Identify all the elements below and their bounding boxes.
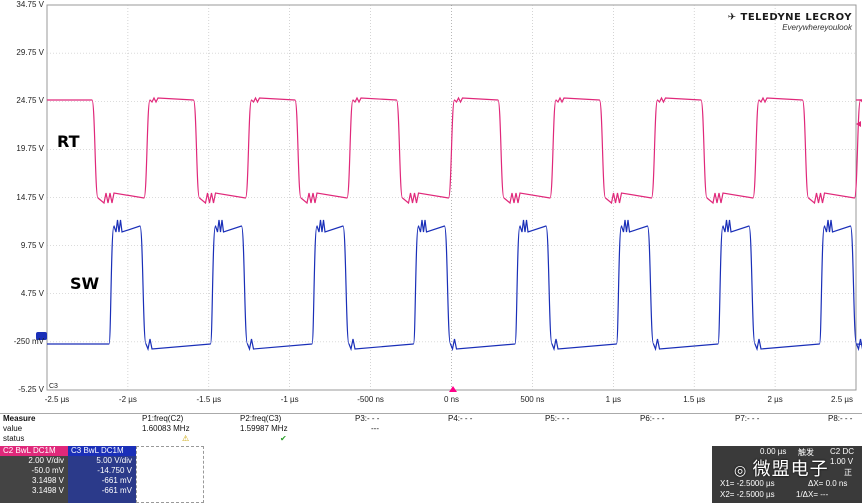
time-div: 0.00 µs (760, 447, 787, 456)
c3-cursor1: -661 mV (101, 476, 132, 485)
logo-tagline: Everywhereyoulook (782, 23, 852, 32)
trigger-marker[interactable] (449, 386, 457, 392)
timebase-box[interactable]: 0.00 µs 触发 C2 DC 1.00 V 正 X1= -2.5000 µs… (712, 446, 862, 503)
c2-level-marker[interactable] (856, 121, 861, 127)
c2-id: C2 (3, 446, 14, 455)
param-name[interactable]: P6:- - - (640, 414, 665, 423)
x-tick-label: 2.5 µs (831, 395, 853, 404)
sw-label: SW (70, 274, 100, 293)
y-tick-label: -5.25 V (18, 385, 44, 394)
empty-channel-slot[interactable] (136, 446, 204, 503)
param-name[interactable]: P5:- - - (545, 414, 570, 423)
c2-cursor2: 3.1498 V (31, 486, 64, 495)
c3-header: C3 BwL DC1M (68, 446, 136, 456)
measure-header: Measure (3, 414, 36, 423)
c3-offset: -14.750 V (97, 466, 132, 475)
value-row-label: value (3, 424, 23, 433)
y-tick-label: 24.75 V (16, 96, 44, 106)
param-name[interactable]: P3:- - - (355, 414, 380, 423)
param-name[interactable]: P2:freq(C3) (240, 414, 282, 423)
param-name[interactable]: P1:freq(C2) (142, 414, 184, 423)
warning-icon: ⚠ (182, 434, 190, 443)
param-value: 1.59987 MHz (240, 424, 288, 433)
logo-icon: ✈ (727, 12, 741, 23)
x-tick-label: 1 µs (605, 395, 621, 404)
c3-cursor2: -661 mV (101, 486, 132, 495)
trigger-slope: 正 (844, 468, 852, 477)
param-name[interactable]: P8:- - - (828, 414, 853, 423)
x-tick-label: -500 ns (357, 395, 384, 404)
c3-bw-tag: BwL (83, 446, 99, 455)
c2-bw-tag: BwL (15, 446, 31, 455)
param-name[interactable]: P4:- - - (448, 414, 473, 423)
y-tick-label: 29.75 V (16, 48, 44, 58)
channel-c3-box[interactable]: C3 BwL DC1M 5.00 V/div -14.750 V -661 mV… (68, 446, 136, 503)
cursor-dx: ΔX= 0.0 ns (808, 479, 848, 488)
y-tick-label: 14.75 V (16, 192, 44, 202)
status-row-label: status (3, 434, 25, 443)
sw-waveform (47, 219, 862, 352)
cursor-x2: X2= -2.5000 µs (720, 490, 775, 499)
rt-waveform (47, 96, 862, 205)
y-tick-label: -250 mV (13, 336, 44, 346)
logo-brand: TELEDYNE LECROY (740, 12, 852, 23)
c3-id: C3 (71, 446, 82, 455)
c3-ground-marker[interactable] (36, 332, 47, 340)
c3-coupling-tag: DC1M (100, 446, 124, 455)
c2-coupling-tag: DC1M (32, 446, 56, 455)
c2-volts-div: 2.00 V/div (28, 456, 64, 465)
trigger-source: C2 DC (830, 447, 855, 456)
x-tick-label: -1 µs (280, 395, 299, 404)
param-value: 1.60083 MHz (142, 424, 190, 433)
cursor-inv-dx: 1/ΔX= --- (796, 490, 829, 499)
wechat-icon: ◎ (734, 463, 753, 479)
c3-axis-label: C3 (49, 383, 58, 390)
cursor-x1: X1= -2.5000 µs (720, 479, 775, 488)
trigger-level: 1.00 V (830, 457, 854, 466)
teledyne-logo: ✈ TELEDYNE LECROY Everywhereyoulook (728, 12, 852, 32)
watermark: ◎ 微盟电子 (734, 455, 829, 481)
y-tick-label: 9.75 V (20, 240, 44, 250)
channel-c2-box[interactable]: C2 BwL DC1M 2.00 V/div -50.0 mV 3.1498 V… (0, 446, 68, 503)
x-tick-label: 2 µs (767, 395, 783, 404)
c2-cursor1: 3.1498 V (31, 476, 64, 485)
trigger-mode: 触发 (798, 448, 814, 457)
watermark-text: 微盟电子 (752, 459, 829, 480)
x-tick-label: 0 ns (443, 395, 460, 404)
param-value: --- (371, 424, 379, 433)
y-tick-label: 34.75 V (16, 0, 44, 9)
y-tick-label: 19.75 V (16, 144, 44, 154)
x-tick-label: 1.5 µs (683, 395, 706, 404)
check-icon: ✔ (280, 434, 287, 443)
x-tick-label: -2.5 µs (44, 395, 70, 404)
x-tick-label: -2 µs (118, 395, 137, 404)
y-tick-label: 4.75 V (20, 288, 44, 298)
x-tick-label: -1.5 µs (196, 395, 222, 404)
c2-offset: -50.0 mV (31, 466, 64, 475)
rt-label: RT (57, 132, 80, 151)
c3-volts-div: 5.00 V/div (96, 456, 132, 465)
x-tick-label: 500 ns (520, 395, 545, 404)
param-name[interactable]: P7:- - - (735, 414, 760, 423)
c2-header: C2 BwL DC1M (0, 446, 68, 456)
